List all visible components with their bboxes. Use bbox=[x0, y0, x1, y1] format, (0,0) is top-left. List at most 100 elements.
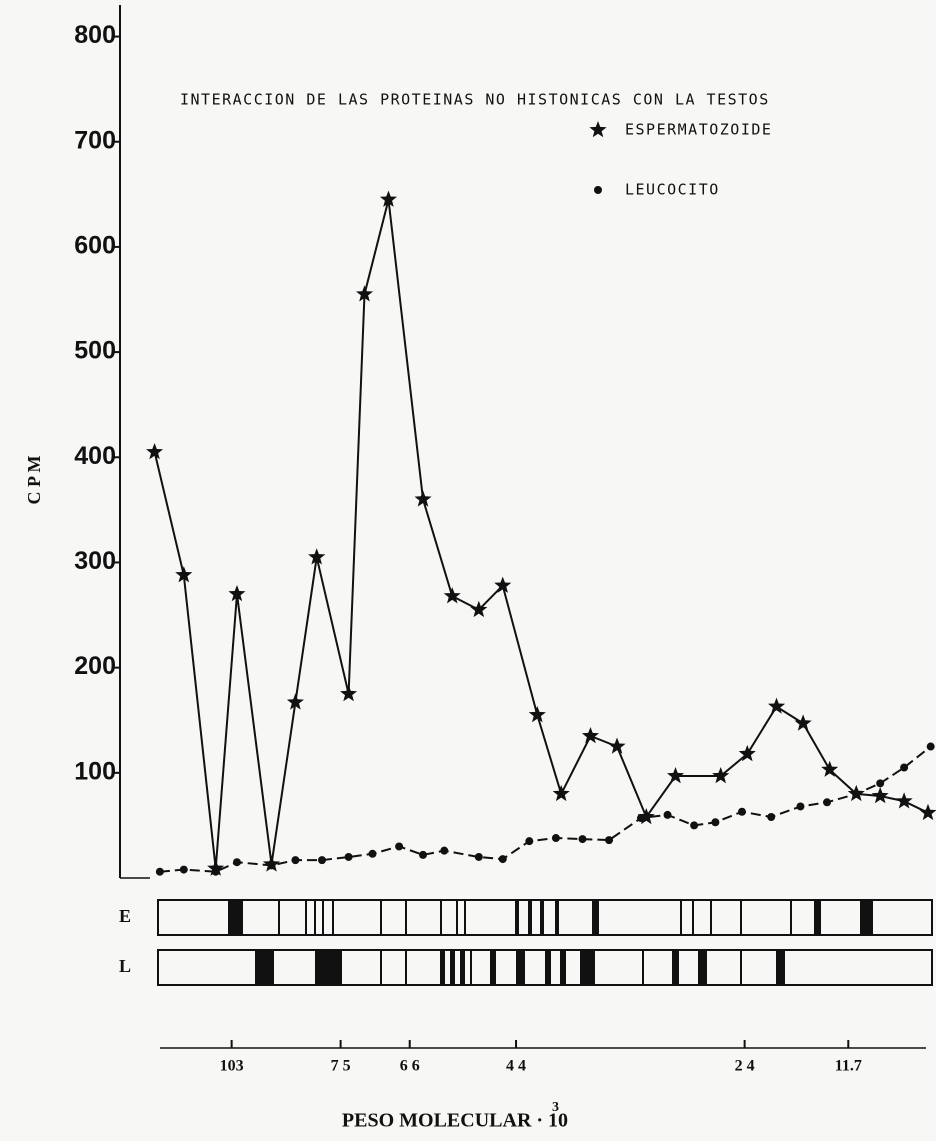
legend-marker bbox=[594, 186, 602, 194]
data-point bbox=[637, 814, 645, 822]
gel-band bbox=[278, 900, 280, 935]
gel-band bbox=[814, 900, 821, 935]
data-point bbox=[667, 767, 684, 783]
gel-band bbox=[405, 900, 407, 935]
y-tick-label: 500 bbox=[74, 337, 116, 365]
gel-band bbox=[305, 900, 307, 935]
gel-band bbox=[315, 950, 342, 985]
y-tick-label: 700 bbox=[74, 126, 116, 154]
data-point bbox=[767, 813, 775, 821]
x-axis-exponent: 3 bbox=[552, 1100, 559, 1115]
gel-band bbox=[555, 900, 559, 935]
legend-marker bbox=[589, 121, 606, 137]
gel-band bbox=[740, 950, 742, 985]
data-point bbox=[318, 856, 326, 864]
data-point bbox=[340, 685, 357, 701]
data-point bbox=[419, 851, 427, 859]
data-point bbox=[180, 866, 188, 874]
data-point bbox=[444, 587, 461, 603]
data-point bbox=[605, 836, 613, 844]
gel-band bbox=[380, 950, 382, 985]
data-point bbox=[872, 787, 889, 803]
mw-tick-label: 103 bbox=[220, 1058, 244, 1075]
gel-band bbox=[860, 900, 873, 935]
gel-band bbox=[470, 950, 472, 985]
gel-band bbox=[790, 900, 792, 935]
gel-label: E bbox=[119, 906, 131, 926]
data-point bbox=[345, 853, 353, 861]
chart-title: INTERACCION DE LAS PROTEINAS NO HISTONIC… bbox=[180, 91, 770, 109]
data-point bbox=[664, 811, 672, 819]
gel-band bbox=[405, 950, 407, 985]
data-point bbox=[795, 714, 812, 730]
gel-band bbox=[380, 900, 382, 935]
data-point bbox=[578, 835, 586, 843]
data-point bbox=[920, 804, 936, 820]
gel-band bbox=[528, 900, 532, 935]
gel-band bbox=[314, 900, 316, 935]
gel-band bbox=[592, 900, 599, 935]
gel-band bbox=[692, 900, 694, 935]
gel-band bbox=[516, 950, 525, 985]
data-point bbox=[690, 821, 698, 829]
data-point bbox=[233, 858, 241, 866]
data-point bbox=[552, 834, 560, 842]
gel-band bbox=[456, 900, 458, 935]
mw-tick-label: 2 4 bbox=[735, 1058, 755, 1075]
data-point bbox=[738, 808, 746, 816]
data-point bbox=[553, 785, 570, 801]
y-tick-label: 100 bbox=[74, 757, 116, 785]
data-point bbox=[927, 743, 935, 751]
gel-band bbox=[698, 950, 707, 985]
y-tick-label: 600 bbox=[74, 232, 116, 260]
data-point bbox=[900, 764, 908, 772]
gel-band bbox=[440, 950, 445, 985]
gel-band bbox=[255, 950, 274, 985]
gel-band bbox=[776, 950, 785, 985]
chart: INTERACCION DE LAS PROTEINAS NO HISTONIC… bbox=[0, 0, 936, 1141]
data-point bbox=[369, 850, 377, 858]
data-point bbox=[582, 727, 599, 743]
y-axis-label: C P M bbox=[24, 455, 44, 504]
gel-band bbox=[545, 950, 551, 985]
data-point bbox=[876, 779, 884, 787]
data-point bbox=[609, 738, 626, 754]
data-point bbox=[440, 847, 448, 855]
data-point bbox=[823, 798, 831, 806]
gel-band bbox=[332, 900, 334, 935]
gel-band bbox=[490, 950, 496, 985]
series-line bbox=[155, 200, 928, 869]
data-point bbox=[146, 443, 163, 459]
y-tick-label: 800 bbox=[74, 21, 116, 49]
gel-band bbox=[580, 950, 595, 985]
y-tick-label: 400 bbox=[74, 442, 116, 470]
data-point bbox=[415, 490, 432, 506]
gel-band bbox=[642, 950, 644, 985]
gel-band bbox=[228, 900, 243, 935]
data-point bbox=[796, 802, 804, 810]
gel-band bbox=[440, 900, 442, 935]
series-line bbox=[160, 747, 931, 872]
data-point bbox=[499, 855, 507, 863]
data-point bbox=[268, 861, 276, 869]
legend-label: ESPERMATOZOIDE bbox=[625, 121, 772, 139]
data-point bbox=[212, 868, 220, 876]
data-point bbox=[291, 856, 299, 864]
y-tick-label: 300 bbox=[74, 547, 116, 575]
gel-band bbox=[672, 950, 679, 985]
data-point bbox=[475, 853, 483, 861]
mw-tick-label: 7 5 bbox=[331, 1058, 351, 1075]
x-axis-label: PESO MOLECULAR · 10 bbox=[342, 1110, 568, 1132]
gel-band bbox=[450, 950, 455, 985]
data-point bbox=[712, 767, 729, 783]
gel-band bbox=[460, 950, 465, 985]
gel-band bbox=[540, 900, 544, 935]
data-point bbox=[529, 706, 546, 722]
data-point bbox=[156, 868, 164, 876]
mw-tick-label: 11.7 bbox=[835, 1058, 862, 1075]
mw-tick-label: 4 4 bbox=[506, 1058, 526, 1075]
gel-band bbox=[710, 900, 712, 935]
y-tick-label: 200 bbox=[74, 652, 116, 680]
gel-band bbox=[464, 900, 466, 935]
gel-band bbox=[322, 900, 324, 935]
